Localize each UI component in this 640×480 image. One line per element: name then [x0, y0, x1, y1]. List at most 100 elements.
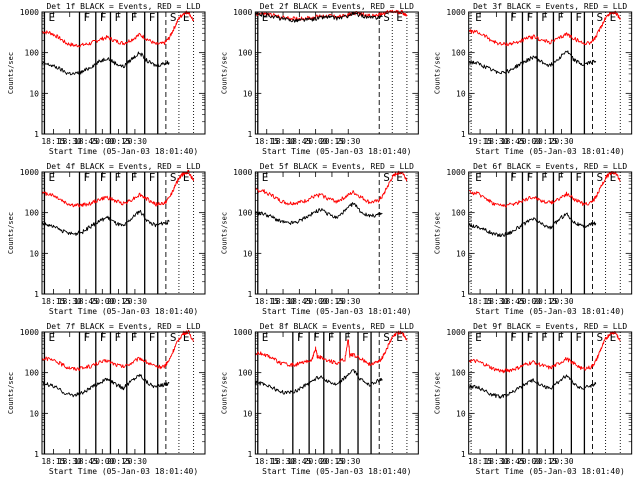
- marker-label: F: [557, 171, 564, 184]
- y-tick-label: 100: [451, 369, 466, 378]
- marker-label: F: [510, 11, 517, 24]
- series-line-events: [41, 209, 170, 236]
- marker-label: E: [610, 171, 617, 184]
- marker-label: F: [100, 171, 107, 184]
- plot-frame: [468, 331, 633, 455]
- marker-label: E: [396, 11, 403, 24]
- y-tick-label: 1000: [446, 168, 465, 177]
- series-line-events: [254, 369, 383, 395]
- y-tick-label: 10: [29, 249, 39, 258]
- marker-label: F: [328, 331, 335, 344]
- x-tick-label: 18:45: [74, 457, 98, 466]
- x-tick-label: 18:15: [255, 297, 279, 306]
- x-axis-label: Start Time (05-Jan-03 18:01:40): [476, 147, 625, 156]
- x-axis-label: Start Time (05-Jan-03 18:01:40): [476, 307, 625, 316]
- x-tick-label: 20:15: [320, 457, 344, 466]
- y-tick-label: 1: [461, 130, 466, 139]
- y-tick-label: 100: [451, 209, 466, 218]
- x-tick-label: 18:15: [41, 457, 65, 466]
- series-line-events: [468, 50, 597, 75]
- x-axis-label: Start Time (05-Jan-03 18:01:40): [476, 467, 625, 476]
- x-tick-label: 20:15: [107, 457, 131, 466]
- series-line-lld: [468, 10, 621, 47]
- chart-title: Det 5f BLACK = Events, RED = LLD: [260, 162, 414, 171]
- x-tick-label: 18:30: [58, 457, 82, 466]
- chart-panel: Det 9f BLACK = Events, RED = LLD 1 10 100 10…: [434, 322, 633, 476]
- marker-label: F: [100, 11, 107, 24]
- series-line-lld: [254, 330, 408, 368]
- x-tick-label: 20:30: [123, 297, 147, 306]
- x-tick-label: 20:00: [304, 457, 328, 466]
- x-tick-label: 20:30: [123, 457, 147, 466]
- x-axis-label: Start Time (05-Jan-03 18:01:40): [262, 307, 411, 316]
- series-line-events: [468, 374, 597, 399]
- y-tick-label: 1000: [446, 328, 465, 337]
- marker-label: E: [48, 171, 55, 184]
- marker-label: F: [114, 171, 121, 184]
- marker-label: F: [83, 331, 90, 344]
- x-tick-label: 20:15: [533, 137, 557, 146]
- y-tick-label: 1: [248, 130, 253, 139]
- marker-label: S: [383, 11, 390, 24]
- y-axis-label: Counts/sec: [7, 372, 15, 414]
- chart-panel: Det 1f BLACK = Events, RED = LLD 1 10 100 10…: [7, 2, 206, 156]
- marker-label: F: [149, 171, 156, 184]
- x-tick-label: 20:30: [550, 297, 574, 306]
- marker-label: F: [83, 171, 90, 184]
- marker-label: F: [149, 11, 156, 24]
- plot-frame: [468, 11, 633, 135]
- x-tick-label: 20:15: [107, 137, 131, 146]
- marker-label: E: [475, 11, 482, 24]
- marker-label: S: [170, 331, 177, 344]
- x-tick-label: 20:30: [550, 457, 574, 466]
- marker-label: F: [100, 331, 107, 344]
- plot-frame: [254, 11, 419, 135]
- x-tick-label: 18:30: [271, 457, 295, 466]
- x-tick-label: 20:00: [90, 137, 114, 146]
- chart-title: Det 6f BLACK = Events, RED = LLD: [473, 162, 627, 171]
- marker-label: F: [526, 331, 533, 344]
- marker-label: S: [383, 331, 390, 344]
- marker-label: E: [262, 11, 269, 24]
- x-tick-label: 18:45: [501, 457, 525, 466]
- x-tick-label: 20:30: [123, 137, 147, 146]
- y-tick-label: 1: [248, 290, 253, 299]
- y-tick-label: 10: [456, 89, 466, 98]
- y-tick-label: 100: [25, 49, 40, 58]
- marker-label: S: [170, 11, 177, 24]
- marker-label: F: [114, 11, 121, 24]
- x-tick-label: 18:45: [287, 297, 311, 306]
- x-tick-label: 18:15: [255, 457, 279, 466]
- marker-label: E: [475, 331, 482, 344]
- marker-label: F: [131, 331, 138, 344]
- x-tick-label: 18:30: [484, 297, 508, 306]
- marker-label: F: [149, 331, 156, 344]
- x-tick-label: 18:30: [484, 137, 508, 146]
- y-tick-label: 10: [29, 409, 39, 418]
- marker-label: F: [131, 171, 138, 184]
- marker-label: F: [297, 331, 304, 344]
- x-axis-label: Start Time (05-Jan-03 18:01:40): [262, 467, 411, 476]
- marker-label: S: [597, 11, 604, 24]
- y-tick-label: 10: [243, 249, 253, 258]
- series-line-lld: [255, 170, 408, 206]
- chart-title: Det 8f BLACK = Events, RED = LLD: [260, 322, 414, 331]
- marker-label: F: [362, 331, 369, 344]
- y-tick-label: 10: [456, 409, 466, 418]
- marker-label: E: [475, 171, 482, 184]
- x-tick-label: 18:15: [255, 137, 279, 146]
- y-tick-label: 100: [25, 369, 40, 378]
- y-tick-label: 100: [25, 209, 40, 218]
- marker-label: F: [344, 331, 351, 344]
- y-axis-label: Counts/sec: [7, 52, 15, 94]
- y-tick-label: 1: [461, 450, 466, 459]
- chart-panel: Det 2f BLACK = Events, RED = LLD 1 10 100 10…: [220, 2, 419, 156]
- x-tick-label: 18:45: [74, 297, 98, 306]
- y-axis-label: Counts/sec: [220, 52, 228, 94]
- series-line-events: [254, 202, 383, 225]
- y-tick-label: 1000: [233, 168, 252, 177]
- marker-label: E: [396, 171, 403, 184]
- chart-title: Det 3f BLACK = Events, RED = LLD: [473, 2, 627, 11]
- marker-label: F: [541, 171, 548, 184]
